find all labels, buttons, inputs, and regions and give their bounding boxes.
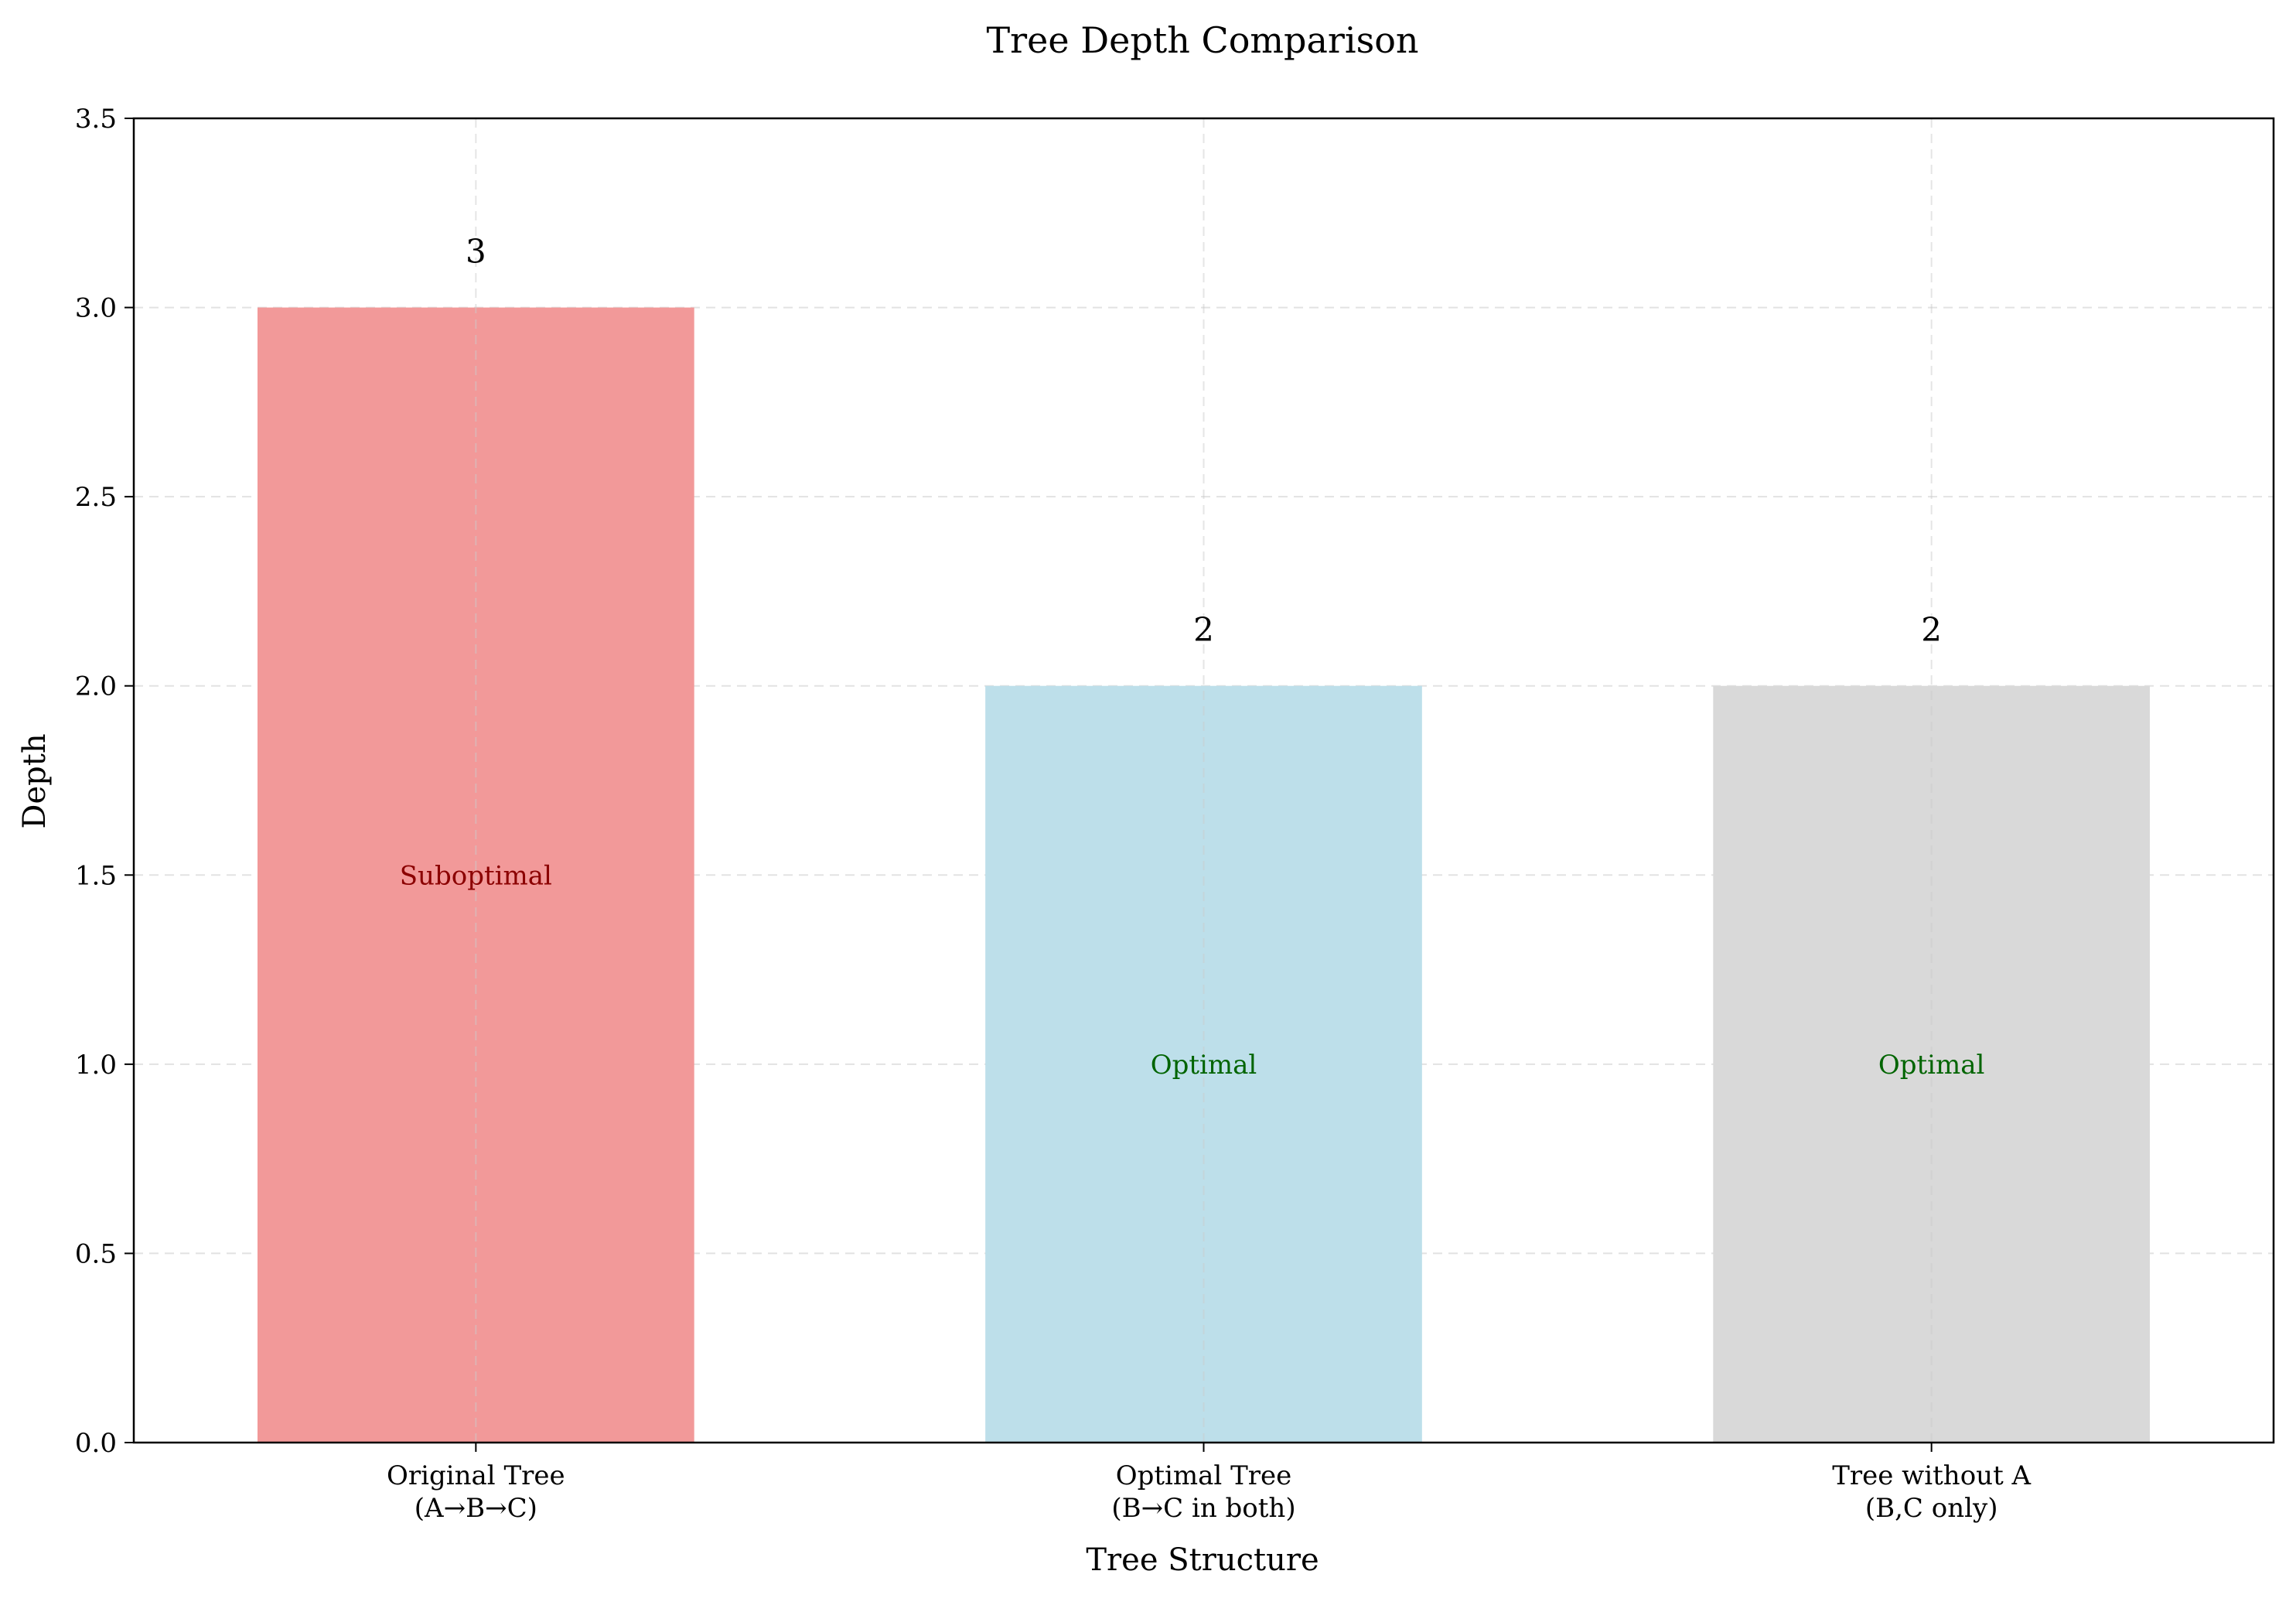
y-tick-label: 3.0 (75, 293, 117, 324)
bar-status-label: Optimal (1878, 1050, 1985, 1081)
y-tick-label: 1.0 (75, 1050, 117, 1081)
label-layer: 3 2 2 Suboptimal Optimal Optimal (400, 233, 1985, 1081)
bar-value-label: 2 (1921, 611, 1942, 649)
x-tick-label: Original Tree (387, 1460, 565, 1491)
x-tick-label: Optimal Tree (1116, 1460, 1292, 1491)
y-tick-label: 1.5 (75, 860, 117, 891)
bar-status-label: Suboptimal (400, 860, 552, 891)
axis-layer: 0.0 0.5 1.0 1.5 2.0 2.5 3.0 3.5 Original Tree(A→… (75, 104, 2275, 1524)
y-tick-label: 0.0 (75, 1428, 117, 1459)
y-tick-label: 3.5 (75, 104, 117, 135)
y-axis-label: Depth (17, 733, 53, 828)
vertical-grid-layer (475, 118, 1933, 1443)
x-tick-label: (B,C only) (1865, 1493, 1998, 1524)
x-axis-label: Tree Structure (1086, 1542, 1319, 1578)
y-tick-label: 2.5 (75, 482, 117, 513)
x-tick-label: (A→B→C) (415, 1493, 537, 1524)
bar-value-label: 2 (1193, 611, 1214, 649)
bar-value-label: 3 (466, 233, 486, 271)
y-tick-label: 0.5 (75, 1238, 117, 1269)
y-tick-label: 2.0 (75, 671, 117, 702)
chart-title: Tree Depth Comparison (986, 19, 1418, 61)
bar-status-label: Optimal (1151, 1050, 1257, 1081)
x-tick-label: (B→C in both) (1111, 1493, 1295, 1524)
x-tick-label: Tree without A (1832, 1460, 2031, 1491)
